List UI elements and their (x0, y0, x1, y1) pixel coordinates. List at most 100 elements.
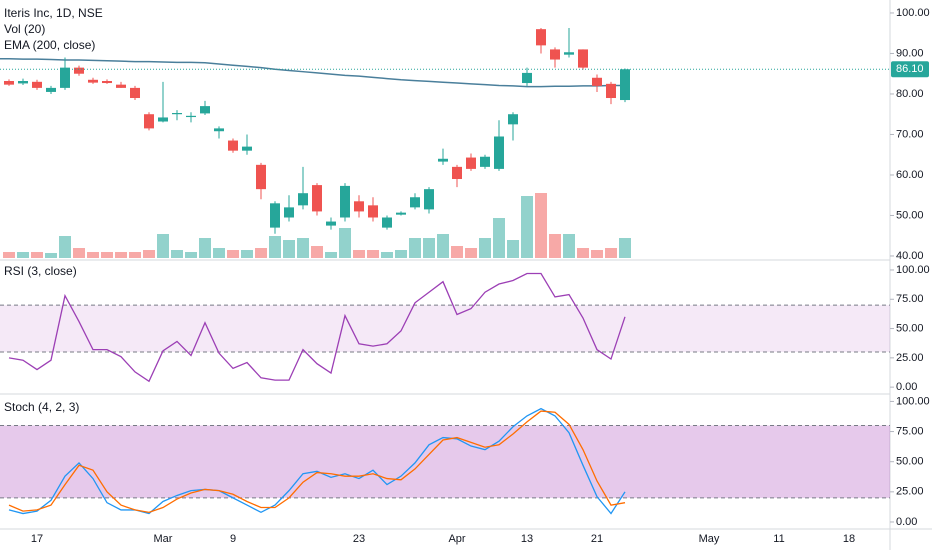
candle-body (214, 128, 224, 132)
candle-body (200, 106, 210, 114)
indicator-line (8, 410, 626, 513)
y-tick-label: 25.00 (896, 486, 924, 498)
volume-bar (381, 252, 393, 258)
volume-bar (451, 246, 463, 258)
candle-body (536, 29, 546, 46)
x-tick-label: 11 (773, 533, 784, 545)
candle-body (4, 81, 14, 85)
x-tick-label: 17 (31, 533, 43, 545)
x-tick-label: 21 (591, 533, 603, 545)
candle-body (578, 49, 588, 68)
volume-bar (143, 250, 155, 258)
candle-body (102, 81, 112, 84)
volume-bar (367, 250, 379, 258)
volume-bar (87, 252, 99, 258)
x-tick-label: 23 (353, 533, 365, 545)
x-tick-label: 13 (521, 533, 533, 545)
volume-bar (577, 248, 589, 258)
x-tick-label: 18 (843, 533, 855, 545)
candle-body (396, 212, 406, 215)
candle-body (32, 81, 42, 88)
volume-bar (465, 248, 477, 258)
y-tick-label: 75.00 (896, 293, 924, 305)
volume-bar (353, 250, 365, 258)
candle-body (354, 201, 364, 212)
volume-bar (605, 248, 617, 258)
volume-bar (339, 228, 351, 258)
y-tick-label: 50.00 (896, 209, 924, 221)
y-tick-label: 0.00 (896, 516, 917, 528)
volume-bar (227, 250, 239, 258)
candle-body (522, 72, 532, 84)
y-tick-label: 100.00 (896, 395, 930, 407)
candle-body (228, 140, 238, 151)
volume-bar (31, 252, 43, 258)
candle-body (592, 77, 602, 86)
ema-line (0, 57, 625, 88)
volume-bar (283, 240, 295, 258)
volume-bar (521, 196, 533, 258)
candle-body (424, 189, 434, 210)
candle-body (382, 217, 392, 228)
candle-body (466, 157, 476, 169)
volume-bar (549, 234, 561, 258)
volume-bar (437, 234, 449, 258)
candle-body (438, 158, 448, 162)
candle-body (172, 113, 182, 115)
y-tick-label: 25.00 (896, 352, 924, 364)
candle-body (88, 79, 98, 83)
volume-bar (241, 250, 253, 258)
volume-bar (619, 238, 631, 258)
y-tick-label: 90.00 (896, 47, 924, 59)
indicator-line (8, 272, 626, 383)
x-tick-label: 9 (230, 533, 236, 545)
volume-bar (129, 252, 141, 258)
volume-bar (171, 250, 183, 258)
volume-bar (423, 238, 435, 258)
volume-bar (17, 252, 29, 258)
volume-bar (255, 248, 267, 258)
band-fill (0, 425, 890, 498)
candle-body (46, 87, 56, 92)
candle-body (18, 81, 28, 84)
candle-body (60, 67, 70, 88)
price-tag-bg (891, 61, 929, 78)
volume-bar (409, 238, 421, 258)
y-tick-label: 70.00 (896, 128, 924, 140)
volume-bar (59, 236, 71, 258)
candle-body (242, 146, 252, 151)
candle-body (186, 115, 196, 118)
x-tick-label: Mar (154, 533, 173, 545)
pane-title: Stoch (4, 2, 3) (4, 400, 79, 414)
volume-bar (311, 246, 323, 258)
y-tick-label: 50.00 (896, 456, 924, 468)
candle-body (116, 84, 126, 88)
volume-bar (535, 193, 547, 258)
legend-entry: Vol (20) (4, 22, 45, 36)
volume-bar (325, 252, 337, 258)
volume-bar (101, 252, 113, 258)
candle-body (326, 221, 336, 226)
volume-bar (45, 253, 57, 258)
legend-entry: EMA (200, close) (4, 38, 95, 52)
candle-body (410, 197, 420, 208)
candle-body (340, 185, 350, 218)
y-tick-label: 75.00 (896, 425, 924, 437)
y-tick-label: 100.00 (896, 264, 930, 276)
volume-bar (73, 248, 85, 258)
candle-body (368, 205, 378, 218)
candle-body (606, 83, 616, 99)
indicator-line (8, 407, 626, 515)
candle-body (144, 114, 154, 129)
candle-body (256, 164, 266, 190)
candle-body (452, 166, 462, 180)
y-tick-label: 100.00 (896, 7, 930, 19)
candle-body (312, 185, 322, 212)
volume-bar (479, 238, 491, 258)
band-fill (0, 305, 890, 352)
volume-bar (185, 252, 197, 258)
chart-title: Iteris Inc, 1D, NSE (4, 6, 103, 20)
x-tick-label: May (699, 533, 720, 545)
